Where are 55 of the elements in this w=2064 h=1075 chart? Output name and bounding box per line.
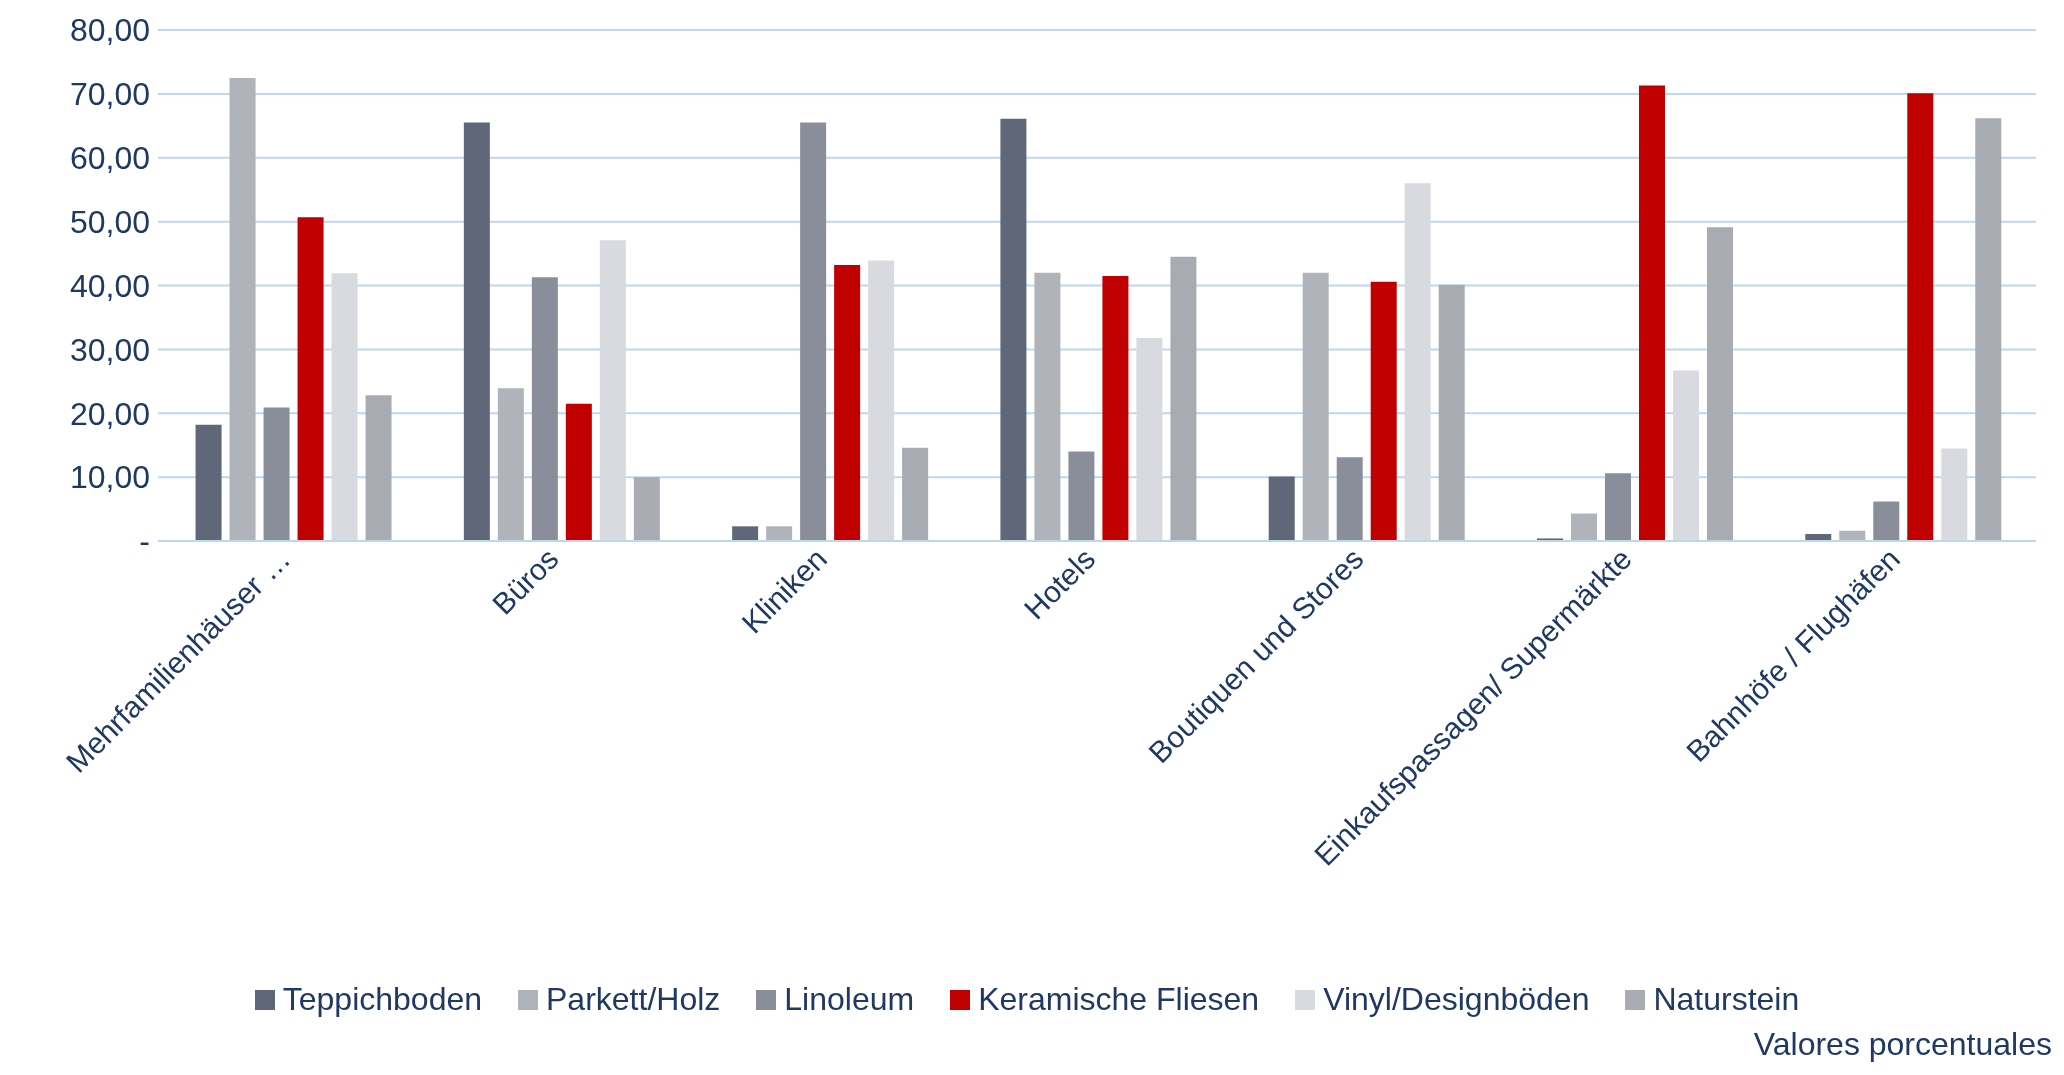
- text: Valores porcentuales: [1753, 1026, 2052, 1063]
- bar: [1404, 183, 1431, 541]
- bar: [1672, 370, 1699, 541]
- bar: [497, 388, 524, 541]
- bar: [1706, 227, 1733, 541]
- bar: [732, 526, 759, 541]
- bar: [1604, 473, 1631, 541]
- bar: [1136, 337, 1163, 541]
- bar: [1941, 448, 1968, 541]
- legend-label: Linoleum: [784, 981, 915, 1018]
- bar: [1570, 513, 1597, 541]
- legend-label: Parkett/Holz: [546, 981, 721, 1018]
- bar: [800, 122, 827, 541]
- bar: [1170, 256, 1197, 541]
- bar: [263, 407, 290, 541]
- bar: [633, 477, 660, 541]
- bar: [463, 122, 490, 541]
- bar: [1975, 118, 2002, 541]
- legend-label: Teppichboden: [282, 981, 483, 1018]
- bar: [531, 277, 558, 541]
- y-tick-label: -: [139, 523, 150, 560]
- bar: [365, 395, 392, 541]
- bar: [1438, 284, 1465, 541]
- legend-label: Naturstein: [1653, 981, 1800, 1018]
- bar: [1268, 476, 1295, 541]
- bar: [195, 424, 222, 541]
- bar: [902, 447, 929, 541]
- bar: [1000, 118, 1027, 541]
- bar: [1102, 275, 1129, 541]
- bar: [766, 526, 793, 541]
- bar: [599, 240, 626, 541]
- y-tick-label: 60,00: [69, 140, 150, 177]
- bar: [1068, 451, 1095, 541]
- bar: [834, 265, 861, 541]
- bar: [1302, 272, 1329, 541]
- bar: [1873, 501, 1900, 541]
- legend-label: Keramische Fliesen: [978, 981, 1260, 1018]
- y-tick-label: 20,00: [69, 395, 150, 432]
- bar: [1638, 85, 1665, 541]
- y-tick-label: 70,00: [69, 76, 150, 113]
- y-tick-label: 80,00: [69, 12, 150, 49]
- bar: [1034, 272, 1061, 541]
- bar: [565, 403, 592, 541]
- bar: [297, 217, 324, 541]
- y-tick-label: 50,00: [69, 203, 150, 240]
- bar: [1370, 281, 1397, 541]
- bar: [1336, 457, 1363, 541]
- y-tick-label: 10,00: [69, 459, 150, 496]
- bar: [331, 273, 358, 541]
- bar: [1907, 93, 1934, 541]
- bar: [868, 260, 895, 541]
- legend-label: Vinyl/Designböden: [1323, 981, 1590, 1018]
- y-tick-label: 30,00: [69, 331, 150, 368]
- y-tick-label: 40,00: [69, 267, 150, 304]
- bar: [229, 77, 256, 541]
